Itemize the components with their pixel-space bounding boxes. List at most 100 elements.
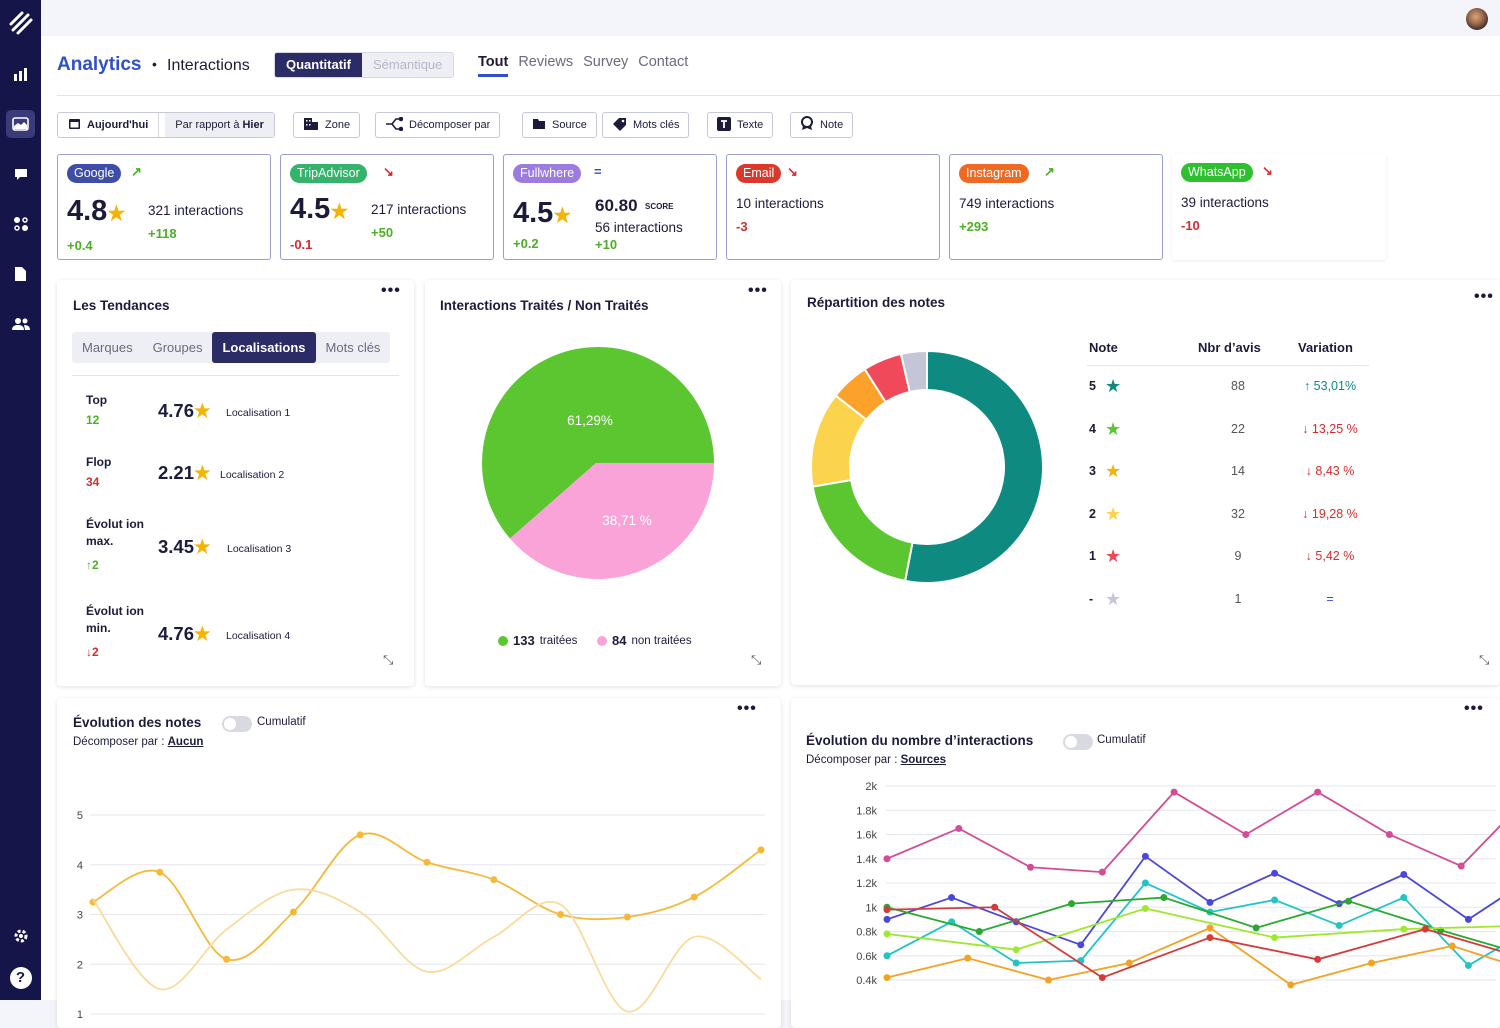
data-point[interactable] xyxy=(1098,974,1106,982)
data-point[interactable] xyxy=(557,911,565,918)
more-options-icon[interactable]: ••• xyxy=(1474,288,1494,305)
data-point[interactable] xyxy=(883,974,891,982)
users-icon[interactable] xyxy=(6,310,35,338)
data-point[interactable] xyxy=(883,906,891,914)
data-point[interactable] xyxy=(1206,934,1214,942)
data-point[interactable] xyxy=(1098,868,1106,876)
tendance-row-evolution-min[interactable]: Évolut ion min. ↓2 4.76★ Localisation 4 xyxy=(86,603,406,663)
text-button[interactable]: Texte xyxy=(707,112,774,138)
data-point[interactable] xyxy=(757,846,765,854)
data-point[interactable] xyxy=(690,893,698,901)
settings-icon[interactable] xyxy=(6,922,35,950)
data-point[interactable] xyxy=(623,913,631,921)
data-point[interactable] xyxy=(89,898,97,906)
tendance-row-top[interactable]: Top 12 4.76★ Localisation 1 xyxy=(86,392,406,452)
more-options-icon[interactable]: ••• xyxy=(1464,700,1484,717)
decompose-button[interactable]: Décomposer par xyxy=(375,112,501,138)
data-point[interactable] xyxy=(1125,959,1133,967)
source-card-fullwhere[interactable]: Fullwhere = 4.5★ +0.2 60.80 SCORE 56 int… xyxy=(503,154,717,260)
tab-localisations[interactable]: Localisations xyxy=(212,332,316,363)
data-point[interactable] xyxy=(1206,924,1214,932)
inbox-icon[interactable] xyxy=(6,110,35,138)
data-point[interactable] xyxy=(423,858,431,866)
source-card-tripadvisor[interactable]: TripAdvisor ↘ 4.5★ -0.1 217 interactions… xyxy=(280,154,494,260)
expand-icon[interactable]: ⤡ xyxy=(1479,652,1490,667)
document-icon[interactable] xyxy=(6,260,35,288)
data-point[interactable] xyxy=(1068,900,1076,908)
data-point[interactable] xyxy=(1314,955,1322,963)
data-point[interactable] xyxy=(356,831,364,839)
decompose-value-link[interactable]: Sources xyxy=(900,754,946,766)
data-point[interactable] xyxy=(1400,925,1408,933)
note-row[interactable]: 5 ★ 88 ↑ 53,01% xyxy=(1089,376,1389,399)
data-point[interactable] xyxy=(1027,863,1035,871)
data-point[interactable] xyxy=(955,824,963,832)
data-point[interactable] xyxy=(883,915,891,923)
tendance-row-evolution-max[interactable]: Évolut ion max. ↑2 3.45★ Localisation 3 xyxy=(86,516,406,576)
more-options-icon[interactable]: ••• xyxy=(748,282,768,299)
tab-marques[interactable]: Marques xyxy=(82,340,133,355)
data-point[interactable] xyxy=(1170,788,1178,796)
cumulative-toggle[interactable] xyxy=(1063,734,1093,750)
data-point[interactable] xyxy=(883,930,891,938)
expand-icon[interactable]: ⤡ xyxy=(751,652,762,667)
data-point[interactable] xyxy=(1206,898,1214,906)
data-point[interactable] xyxy=(1344,897,1352,905)
date-filter[interactable]: Aujourd'hui Par rapport à Hier xyxy=(57,112,275,138)
data-point[interactable] xyxy=(1271,896,1279,904)
tab-tout[interactable]: Tout xyxy=(478,54,509,77)
data-point[interactable] xyxy=(1012,946,1020,954)
tab-mots-cles[interactable]: Mots clés xyxy=(325,340,381,355)
logo-icon[interactable] xyxy=(0,0,41,46)
zone-button[interactable]: Zone xyxy=(293,112,361,138)
data-point[interactable] xyxy=(1400,871,1408,879)
data-point[interactable] xyxy=(975,928,983,935)
tab-groupes[interactable]: Groupes xyxy=(152,340,203,355)
data-point[interactable] xyxy=(964,954,972,962)
data-point[interactable] xyxy=(1141,904,1149,912)
source-card-google[interactable]: Google ↗ 4.8★ +0.4 321 interactions +118 xyxy=(57,154,271,260)
data-point[interactable] xyxy=(223,955,231,963)
data-point[interactable] xyxy=(1252,924,1260,932)
cumulative-toggle[interactable] xyxy=(222,716,252,732)
decompose-value-link[interactable]: Aucun xyxy=(167,736,204,748)
keywords-button[interactable]: Mots clés xyxy=(602,112,690,138)
data-point[interactable] xyxy=(883,952,891,960)
data-point[interactable] xyxy=(1045,976,1052,984)
source-card-instagram[interactable]: Instagram ↗ 749 interactions +293 xyxy=(949,154,1163,260)
data-point[interactable] xyxy=(1457,862,1465,870)
data-point[interactable] xyxy=(1160,894,1168,902)
data-point[interactable] xyxy=(1464,915,1472,923)
data-point[interactable] xyxy=(1271,934,1279,942)
help-icon[interactable]: ? xyxy=(6,964,35,992)
data-point[interactable] xyxy=(490,876,498,884)
chat-icon[interactable] xyxy=(6,160,35,188)
tab-survey[interactable]: Survey xyxy=(583,54,629,70)
avatar[interactable] xyxy=(1466,8,1488,30)
note-button[interactable]: Note xyxy=(790,112,854,138)
note-row[interactable]: 1 ★ 9 ↓ 5,42 % xyxy=(1089,546,1389,569)
source-card-email[interactable]: Email ↘ 10 interactions -3 xyxy=(726,154,940,260)
data-point[interactable] xyxy=(1141,852,1149,860)
tab-quantitatif[interactable]: Quantitatif xyxy=(275,53,362,77)
data-point[interactable] xyxy=(1448,942,1456,950)
data-point[interactable] xyxy=(1314,788,1322,796)
note-row[interactable]: 4 ★ 22 ↓ 13,25 % xyxy=(1089,419,1389,442)
data-point[interactable] xyxy=(1141,879,1149,887)
data-point[interactable] xyxy=(948,894,956,902)
data-point[interactable] xyxy=(156,868,164,876)
bar-chart-icon[interactable] xyxy=(6,60,35,88)
tab-reviews[interactable]: Reviews xyxy=(518,54,574,70)
data-point[interactable] xyxy=(1335,921,1343,929)
data-point[interactable] xyxy=(991,903,999,911)
data-point[interactable] xyxy=(1368,959,1375,967)
source-card-whatsapp[interactable]: WhatsApp ↘ 39 interactions -10 xyxy=(1172,154,1386,260)
tab-semantique[interactable]: Sémantique xyxy=(373,57,443,72)
data-point[interactable] xyxy=(1385,831,1393,838)
data-point[interactable] xyxy=(1012,959,1020,967)
note-row[interactable]: - ★ 1 = xyxy=(1089,589,1389,612)
tab-contact[interactable]: Contact xyxy=(638,54,689,70)
data-point[interactable] xyxy=(1464,961,1472,969)
note-row[interactable]: 3 ★ 14 ↓ 8,43 % xyxy=(1089,461,1389,484)
more-options-icon[interactable]: ••• xyxy=(737,700,757,717)
